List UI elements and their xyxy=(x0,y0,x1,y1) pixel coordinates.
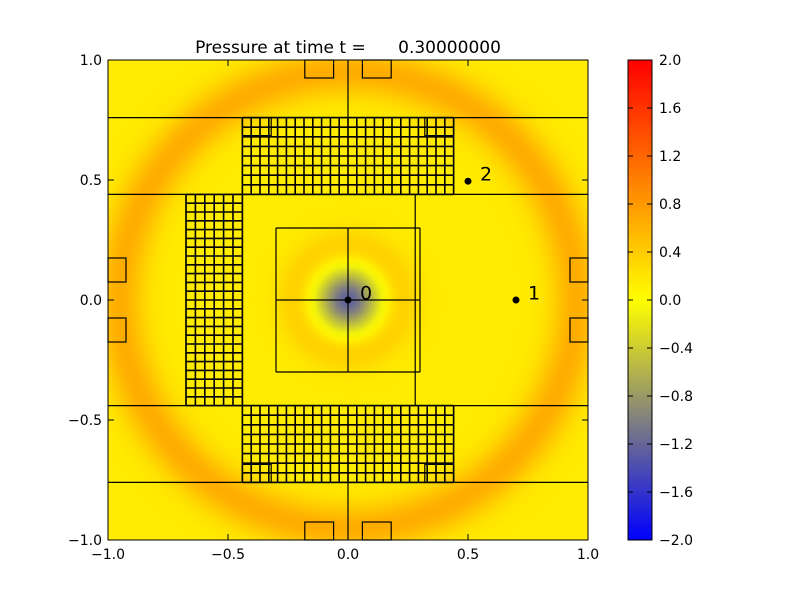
colorbar-tick-label: −0.4 xyxy=(659,341,693,357)
colorbar-tick-label: 2.0 xyxy=(659,53,681,69)
x-tick-label: 1.0 xyxy=(577,547,599,563)
axes-ticks: −1.0 −0.5 0.0 0.5 1.0 −1.0 −0.5 0.0 0.5 1.0 xyxy=(68,53,599,563)
x-tick-label: −0.5 xyxy=(211,547,245,563)
gauge-point-1 xyxy=(512,296,520,304)
y-tick-label: 0.5 xyxy=(80,173,102,189)
amr-patch-grid xyxy=(107,59,589,541)
y-tick-label: −1.0 xyxy=(68,533,102,549)
y-tick-label: −0.5 xyxy=(68,413,102,429)
patch-boundaries xyxy=(107,59,589,541)
gauge-point-0 xyxy=(344,296,352,304)
y-tick-label: 0.0 xyxy=(80,293,102,309)
colorbar-tick-label: 1.2 xyxy=(659,149,681,165)
colorbar-tick-label: 1.6 xyxy=(659,101,681,117)
colorbar-tick-label: 0.8 xyxy=(659,197,681,213)
gauge-label-1: 1 xyxy=(528,283,540,305)
colorbar-tick-label: 0.4 xyxy=(659,245,681,261)
colorbar-tick-label: −1.6 xyxy=(659,485,693,501)
x-tick-label: 0.5 xyxy=(457,547,479,563)
gauge-markers: 0 1 2 xyxy=(344,164,540,305)
colorbar-tick-label: −1.2 xyxy=(659,437,693,453)
colorbar-tick-label: −2.0 xyxy=(659,533,693,549)
colorbar-tick-label: −0.8 xyxy=(659,389,693,405)
gauge-label-0: 0 xyxy=(360,283,372,305)
patch-small-box xyxy=(241,463,272,483)
colorbar: 2.0 1.6 1.2 0.8 0.4 0.0 −0.4 −0.8 −1.2 −1.6 −2.0 xyxy=(627,53,693,549)
x-tick-label: 0.0 xyxy=(337,547,359,563)
x-tick-label: −1.0 xyxy=(91,547,125,563)
y-tick-label: 1.0 xyxy=(80,53,102,69)
colorbar-tick-label: 0.0 xyxy=(659,293,681,309)
gauge-label-2: 2 xyxy=(480,164,492,186)
patch-small-box xyxy=(424,116,455,137)
chart-title: Pressure at time t = 0.30000000 xyxy=(195,38,501,58)
patch-small-box xyxy=(241,116,272,137)
gauge-point-2 xyxy=(464,177,472,185)
patch-small-box xyxy=(424,463,455,483)
